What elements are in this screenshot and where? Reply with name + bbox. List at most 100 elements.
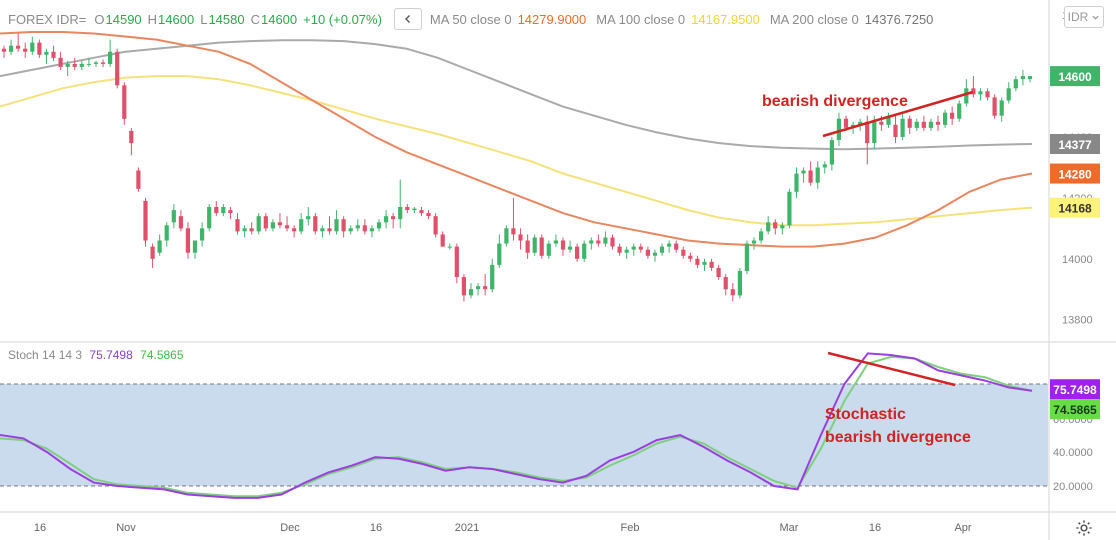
candle-body (306, 216, 311, 220)
collapse-button[interactable] (393, 8, 422, 30)
stoch-band (0, 384, 1048, 486)
candle-body (405, 207, 410, 210)
candle-body (122, 85, 127, 119)
gear-icon[interactable] (1075, 519, 1093, 537)
stoch-divergence-label-1: Stochastic (825, 406, 906, 423)
candle-body (935, 121, 941, 125)
candle-body (447, 246, 452, 248)
price-tick-label: 13800 (1062, 315, 1093, 327)
candle-body (30, 42, 35, 52)
candle-body (999, 100, 1004, 116)
candle-body (836, 118, 841, 140)
candle-body (327, 228, 332, 232)
candle-body (865, 121, 870, 144)
candle-body (780, 225, 785, 229)
price-tick-label: 14000 (1062, 254, 1093, 266)
candle-body (93, 62, 99, 64)
time-tick-label: 2021 (455, 522, 479, 534)
candle-body (971, 88, 976, 95)
ma50-label: MA 50 close 0 (429, 11, 512, 27)
candle-body (79, 63, 84, 67)
stoch-value-tag (1050, 379, 1100, 400)
candle-body (674, 243, 679, 250)
candle-body (943, 112, 948, 125)
candle-body (362, 225, 367, 232)
close-value: 14600 (260, 11, 298, 27)
time-tick-label: Apr (954, 522, 971, 534)
candle-body (150, 246, 155, 259)
candle-body (242, 228, 247, 232)
candle-body (412, 208, 417, 211)
candle-body (921, 121, 926, 128)
candle-body (16, 45, 21, 49)
candle-body (355, 225, 360, 229)
candle-body (44, 51, 49, 55)
candle-body (115, 51, 120, 86)
ma50-line (0, 31, 1033, 248)
candle-body (235, 219, 240, 232)
high-value: 14600 (158, 11, 195, 27)
currency-button[interactable]: IDR (1064, 6, 1104, 28)
candle-body (992, 97, 997, 116)
candle-body (292, 228, 297, 232)
candle-body (886, 115, 891, 125)
ma50-value: 14279.9000 (517, 11, 587, 27)
time-tick-label: Nov (116, 522, 136, 534)
candle-body (504, 228, 509, 244)
candle-body (794, 173, 799, 192)
candle-body (65, 63, 70, 67)
stoch-tick-label: 20.0000 (1053, 481, 1093, 493)
candle-body (419, 210, 424, 214)
candle-body (129, 130, 134, 144)
price-value-label: 14280 (1058, 168, 1092, 182)
candle-body (744, 243, 749, 271)
candle-body (893, 124, 898, 137)
candle-body (773, 222, 778, 229)
price-value-tag (1050, 163, 1100, 184)
candle-body (822, 164, 827, 168)
candle-body (192, 240, 198, 253)
candle-body (567, 246, 573, 250)
candle-body (277, 222, 282, 226)
candle-body (433, 216, 438, 235)
candle-body (440, 234, 445, 247)
candle-body (766, 222, 771, 232)
price-value-label: 14600 (1058, 70, 1092, 84)
candle-body (751, 240, 757, 244)
candle-body (136, 170, 141, 189)
candle-body (221, 207, 226, 214)
ma100-label: MA 100 close 0 (596, 11, 686, 27)
candle-body (659, 246, 665, 253)
price-value-tag (1050, 197, 1100, 218)
candle-body (546, 243, 551, 256)
candle-body (207, 207, 212, 229)
candle-body (667, 243, 672, 247)
time-tick-label: Mar (780, 522, 799, 534)
candle-body (270, 222, 275, 229)
change-value: +10 (+0.07%) (303, 11, 382, 27)
candle-body (228, 210, 233, 214)
candle-body (86, 63, 91, 65)
open-value: 14590 (105, 11, 142, 27)
candle-body (51, 51, 56, 58)
candle-body (58, 57, 63, 67)
candle-body (461, 277, 466, 296)
low-value: 14580 (208, 11, 245, 27)
candle-body (702, 261, 707, 265)
candle-body (37, 42, 42, 55)
candle-body (476, 286, 481, 290)
time-tick-label: 16 (34, 522, 46, 534)
ma100-line (0, 75, 1033, 227)
candle-body (730, 289, 735, 296)
candle-body (950, 112, 955, 119)
candle-body (631, 246, 636, 250)
stoch-k-line (0, 352, 1033, 499)
ma200-label: MA 200 close 0 (769, 11, 859, 27)
candle-body (468, 289, 474, 296)
stoch-k-value: 75.7498 (89, 348, 133, 362)
stoch-tick-label: 40.0000 (1053, 447, 1093, 459)
candle-body (652, 252, 658, 256)
candle-body (108, 51, 113, 64)
symbol-name: FOREX IDR= (8, 11, 87, 27)
candle-body (801, 170, 806, 174)
